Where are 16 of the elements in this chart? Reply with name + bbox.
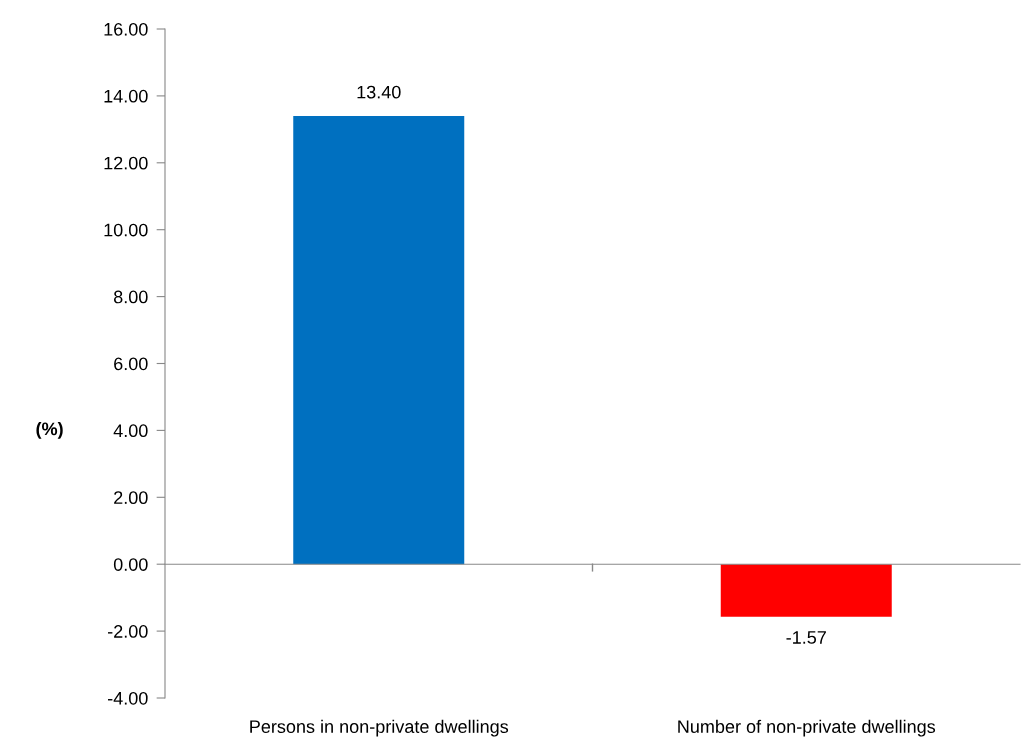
y-tick-label: 12.00 xyxy=(104,156,148,170)
x-tick-label: Persons in non-private dwellings xyxy=(250,719,509,737)
y-tick-label: -2.00 xyxy=(107,625,148,638)
y-tick-label: 16.00 xyxy=(104,22,148,36)
y-axis-title: (%) xyxy=(36,421,63,439)
data-label: 13.40 xyxy=(357,85,401,99)
y-tick-label: 10.00 xyxy=(104,223,148,237)
y-tick-label: 4.00 xyxy=(113,424,148,438)
y-tick-label: 14.00 xyxy=(104,89,148,103)
y-tick-label: 8.00 xyxy=(113,290,148,304)
y-tick-label: 2.00 xyxy=(114,491,148,505)
y-tick-label: -4.00 xyxy=(107,691,148,705)
x-tick-label: Number of non-private dwellings xyxy=(678,719,936,737)
y-tick-label: 0.00 xyxy=(113,558,148,571)
data-label: -1.57 xyxy=(786,631,826,644)
y-tick-label: 6.00 xyxy=(114,357,148,371)
